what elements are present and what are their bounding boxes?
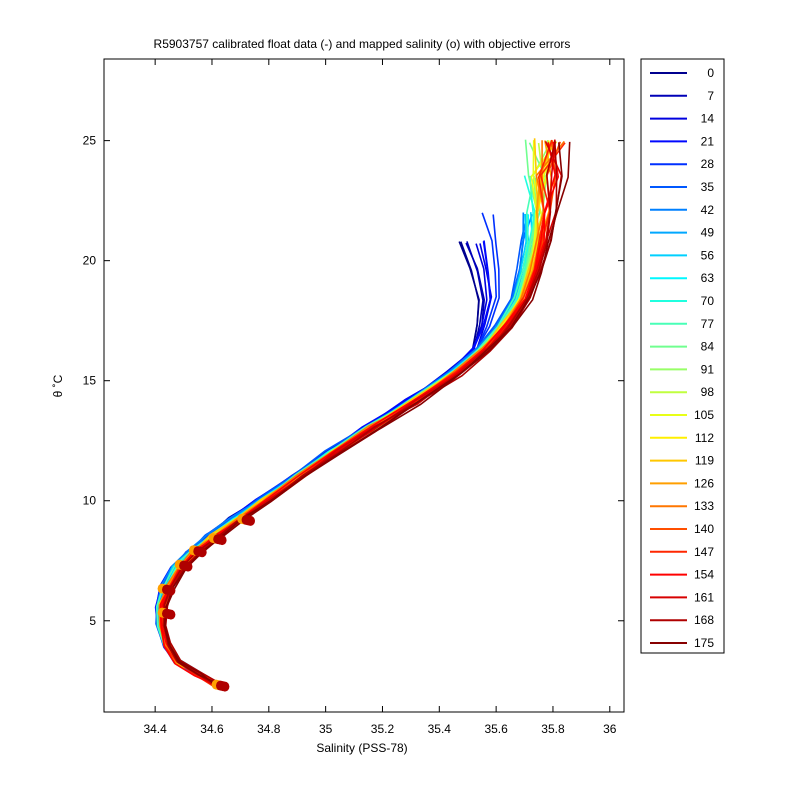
- legend-label: 77: [701, 317, 715, 331]
- mapped-salinity-points: [157, 513, 255, 692]
- legend-label: 126: [694, 476, 714, 490]
- legend-label: 14: [701, 112, 715, 126]
- legend-label: 0: [707, 66, 714, 80]
- mapped-salinity-point: [220, 681, 230, 692]
- legend-label: 63: [701, 271, 715, 285]
- x-tick-label: 35.8: [541, 722, 565, 736]
- legend-label: 49: [701, 226, 715, 240]
- x-tick-label: 35: [319, 722, 333, 736]
- chart-title: R5903757 calibrated float data (-) and m…: [154, 37, 571, 51]
- x-axis-label: Salinity (PSS-78): [316, 741, 407, 755]
- legend-label: 112: [695, 431, 714, 445]
- y-tick-label: 25: [83, 134, 97, 148]
- x-tick-label: 34.4: [143, 722, 167, 736]
- x-tick-label: 35.6: [484, 722, 508, 736]
- mapped-salinity-point: [246, 515, 255, 526]
- legend-label: 133: [694, 499, 714, 513]
- mapped-salinity-point: [183, 561, 193, 572]
- legend-label: 56: [701, 248, 715, 262]
- legend-label: 105: [694, 408, 714, 422]
- legend-label: 147: [694, 545, 714, 559]
- profile-lines: [154, 138, 571, 689]
- legend-label: 7: [707, 89, 714, 103]
- legend-label: 119: [695, 454, 714, 468]
- legend-label: 42: [701, 203, 715, 217]
- legend-label: 161: [694, 590, 714, 604]
- x-tick-label: 35.2: [371, 722, 395, 736]
- y-tick-label: 20: [83, 254, 97, 268]
- y-axis-label: θ ˚C: [51, 374, 65, 397]
- mapped-salinity-point: [166, 609, 176, 620]
- mapped-salinity-point: [197, 547, 207, 558]
- profile-line: [158, 140, 545, 688]
- legend-label: 98: [701, 385, 715, 399]
- legend-label: 70: [701, 294, 715, 308]
- y-tick-label: 15: [83, 374, 97, 388]
- legend-label: 35: [701, 180, 715, 194]
- mapped-salinity-point: [217, 535, 227, 546]
- legend-label: 28: [701, 157, 715, 171]
- mapped-salinity-point: [166, 585, 176, 596]
- x-tick-label: 34.8: [257, 722, 281, 736]
- legend-box: [640, 58, 725, 654]
- legend-label: 140: [694, 522, 714, 536]
- x-tick-label: 35.4: [428, 722, 452, 736]
- x-axis-ticks: 34.4 34.6 34.8 35 35.2 35.4 35.6 35.8 36: [143, 59, 617, 736]
- legend-label: 21: [701, 134, 715, 148]
- profile-line: [164, 141, 571, 688]
- plot-area-frame: [103, 58, 625, 713]
- legend: 0 7 14 21 28 35 42 49 56 63 70 77 84 91 98 105 112 119 126…: [640, 58, 725, 654]
- x-tick-label: 34.6: [200, 722, 224, 736]
- legend-label: 175: [694, 636, 714, 650]
- legend-label: 168: [694, 613, 714, 627]
- legend-label: 91: [701, 362, 715, 376]
- y-tick-label: 10: [83, 494, 97, 508]
- legend-label: 154: [694, 568, 714, 582]
- legend-label: 84: [701, 340, 715, 354]
- x-tick-label: 36: [603, 722, 617, 736]
- y-tick-label: 5: [89, 614, 96, 628]
- y-axis-ticks: 5 10 15 20 25: [83, 134, 624, 628]
